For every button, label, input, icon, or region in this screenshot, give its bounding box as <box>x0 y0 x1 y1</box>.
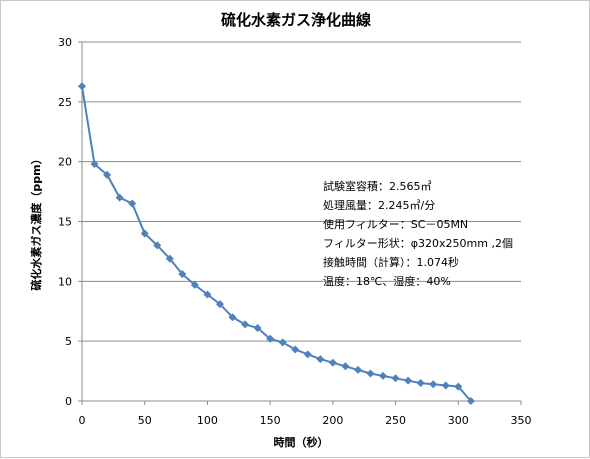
data-point <box>153 241 162 250</box>
data-point <box>203 290 212 299</box>
y-tick-label: 0 <box>65 395 72 408</box>
data-point <box>379 371 388 380</box>
x-tick-label: 150 <box>260 414 281 427</box>
x-tick-labels: 0 50 100 150 200 250 300 350 <box>79 414 532 427</box>
data-point <box>241 320 250 329</box>
chart-title: 硫化水素ガス浄化曲線 <box>221 11 371 29</box>
data-point <box>341 362 350 371</box>
data-point <box>165 254 174 263</box>
data-point <box>328 358 337 367</box>
data-point <box>128 199 137 208</box>
x-axis-title: 時間（秒） <box>274 435 329 449</box>
data-point <box>228 313 237 322</box>
x-tick-label: 100 <box>197 414 218 427</box>
data-point <box>291 345 300 354</box>
data-point <box>115 193 124 202</box>
data-point <box>466 397 475 405</box>
data-point <box>303 350 312 359</box>
x-tick-label: 50 <box>138 414 152 427</box>
data-point <box>78 82 86 91</box>
y-tick-label: 25 <box>58 96 72 109</box>
data-point <box>140 229 149 238</box>
axes <box>78 41 522 405</box>
data-point <box>90 160 99 169</box>
x-tick-label: 300 <box>448 414 469 427</box>
data-point <box>316 355 325 364</box>
data-point <box>215 300 224 309</box>
y-tick-label: 5 <box>65 335 72 348</box>
annotation-line: 試験室容積：2.565㎥ <box>323 179 432 193</box>
data-point <box>416 379 425 388</box>
data-point <box>441 381 450 390</box>
y-axis-title: 硫化水素ガス濃度（ppm） <box>29 153 43 290</box>
annotation-block: 試験室容積：2.565㎥処理風量：2.245㎥/分使用フィルター：SC－05MN… <box>323 179 513 288</box>
y-tick-labels: 0 5 10 15 20 25 30 <box>58 36 72 408</box>
data-point <box>404 376 413 385</box>
y-tick-label: 15 <box>58 216 72 229</box>
series-group <box>78 82 475 405</box>
annotation-line: フィルター形状：φ320x250mm ,2個 <box>323 236 513 250</box>
data-point <box>103 170 112 179</box>
annotation-line: 使用フィルター：SC－05MN <box>323 218 468 231</box>
data-point <box>353 365 362 374</box>
gridlines <box>82 41 521 342</box>
y-tick-label: 30 <box>58 36 72 49</box>
data-point <box>253 324 262 333</box>
data-point <box>178 270 187 279</box>
data-point <box>454 382 463 391</box>
data-point <box>366 369 375 378</box>
y-tick-label: 20 <box>58 156 72 169</box>
data-point <box>266 334 275 343</box>
data-point <box>190 280 199 289</box>
x-tick-label: 0 <box>79 414 86 427</box>
x-tick-label: 250 <box>385 414 406 427</box>
annotation-line: 温度：18℃、湿度：40% <box>323 274 451 288</box>
annotation-line: 処理風量：2.245㎥/分 <box>323 199 435 212</box>
x-tick-label: 200 <box>322 414 343 427</box>
y-tick-label: 10 <box>58 275 72 288</box>
data-point <box>429 380 438 389</box>
data-point <box>278 338 287 347</box>
data-point <box>391 374 400 383</box>
x-tick-label: 350 <box>511 414 532 427</box>
annotation-line: 接触時間（計算）：1.074秒 <box>323 255 459 269</box>
